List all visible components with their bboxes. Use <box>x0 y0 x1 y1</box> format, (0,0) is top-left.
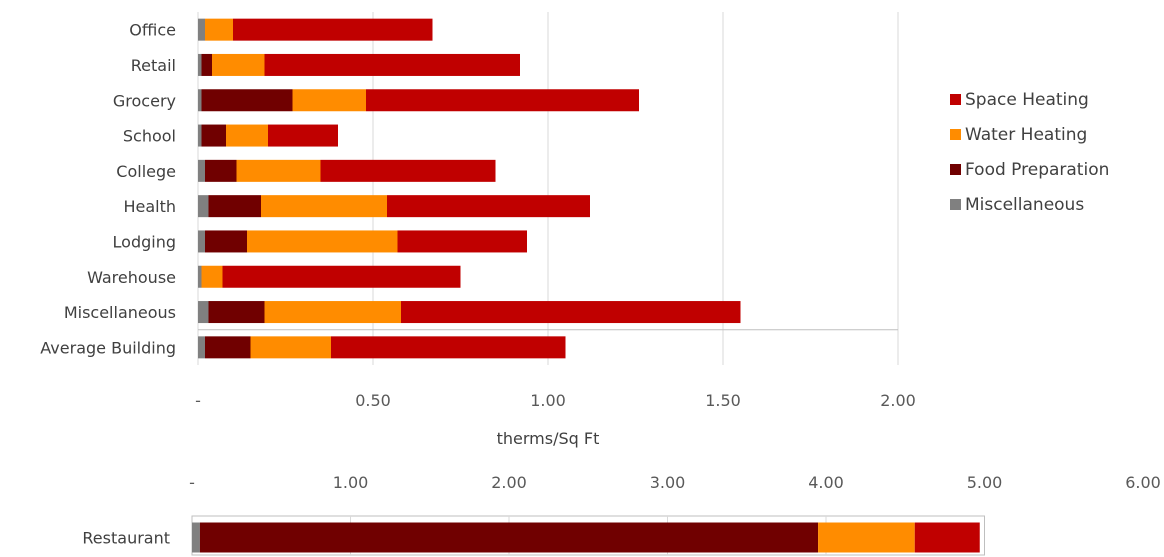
bar-college-space-heating <box>320 159 496 182</box>
bar-miscellaneous-miscellaneous <box>198 301 209 324</box>
category-label-average-building: Average Building <box>40 338 176 357</box>
bar-lodging-miscellaneous <box>198 230 205 253</box>
main-x-tick-labels: - 0.50 1.00 1.50 2.00 <box>195 391 916 410</box>
legend-label-miscellaneous: Miscellaneous <box>965 195 1084 215</box>
x-tick-label: 6.00 <box>1125 473 1161 492</box>
x-tick-label: 4.00 <box>808 473 844 492</box>
category-label-grocery: Grocery <box>113 91 176 110</box>
bar-warehouse-miscellaneous <box>198 265 202 288</box>
restaurant-bars <box>192 522 980 553</box>
category-label-retail: Retail <box>131 56 176 75</box>
bar-college-miscellaneous <box>198 159 205 182</box>
bar-lodging-food-preparation <box>205 230 247 253</box>
main-category-labels: Office Retail Grocery School College Health Lo… <box>40 21 176 358</box>
x-tick-label: 2.00 <box>880 391 916 410</box>
bar-grocery-water-heating <box>292 89 366 112</box>
bar-health-miscellaneous <box>198 195 209 218</box>
main-bars <box>198 18 741 359</box>
category-label-office: Office <box>129 21 176 40</box>
legend: Space Heating Water Heating Food Preparati… <box>950 90 1109 215</box>
bar-warehouse-water-heating <box>201 265 223 288</box>
restaurant-x-tick-labels: - 1.00 2.00 3.00 4.00 5.00 6.00 <box>189 473 1161 492</box>
bar-college-food-preparation <box>205 159 237 182</box>
bar-health-space-heating <box>387 195 590 218</box>
legend-swatch-space-heating <box>950 94 961 105</box>
bar-grocery-space-heating <box>366 89 639 112</box>
category-label-lodging: Lodging <box>113 232 176 251</box>
bar-grocery-miscellaneous <box>198 89 202 112</box>
category-label-miscellaneous: Miscellaneous <box>64 303 176 322</box>
bar-warehouse-space-heating <box>222 265 461 288</box>
bar-health-food-preparation <box>208 195 261 218</box>
x-tick-label: - <box>189 473 195 492</box>
legend-label-food-preparation: Food Preparation <box>965 160 1109 180</box>
bar-average-building-food-preparation <box>205 336 251 359</box>
x-tick-label: 1.00 <box>530 391 566 410</box>
category-label-college: College <box>116 162 176 181</box>
x-tick-label: 5.00 <box>967 473 1003 492</box>
bar-health-water-heating <box>261 195 387 218</box>
x-tick-label: 1.50 <box>705 391 741 410</box>
bar-grocery-food-preparation <box>201 89 293 112</box>
bar-school-food-preparation <box>201 124 226 147</box>
bar-office-miscellaneous <box>198 18 205 41</box>
bar-restaurant-water-heating <box>818 522 915 553</box>
bar-retail-food-preparation <box>201 53 212 76</box>
bar-restaurant-food-preparation <box>199 522 819 553</box>
bar-school-space-heating <box>268 124 338 147</box>
x-tick-label: - <box>195 391 201 410</box>
restaurant-chart: - 1.00 2.00 3.00 4.00 5.00 6.00 Restaurant <box>82 473 1161 556</box>
bar-restaurant-space-heating <box>914 522 980 553</box>
x-axis-title: therms/Sq Ft <box>497 429 600 448</box>
legend-swatch-miscellaneous <box>950 199 961 210</box>
bar-miscellaneous-water-heating <box>264 301 401 324</box>
bar-average-building-miscellaneous <box>198 336 205 359</box>
bar-lodging-water-heating <box>247 230 398 253</box>
category-label-restaurant: Restaurant <box>82 529 170 548</box>
legend-swatch-water-heating <box>950 129 961 140</box>
x-tick-label: 3.00 <box>650 473 686 492</box>
bar-school-water-heating <box>226 124 268 147</box>
legend-label-space-heating: Space Heating <box>965 90 1089 110</box>
bar-retail-water-heating <box>212 53 265 76</box>
bar-retail-space-heating <box>264 53 520 76</box>
main-chart: Office Retail Grocery School College Health Lo… <box>40 12 916 448</box>
legend-swatch-food-preparation <box>950 164 961 175</box>
category-label-warehouse: Warehouse <box>87 268 176 287</box>
x-tick-label: 0.50 <box>355 391 391 410</box>
bar-college-water-heating <box>236 159 321 182</box>
category-label-health: Health <box>123 197 176 216</box>
bar-retail-miscellaneous <box>198 53 202 76</box>
x-tick-label: 1.00 <box>333 473 369 492</box>
legend-label-water-heating: Water Heating <box>965 125 1087 145</box>
restaurant-category-labels: Restaurant <box>82 529 170 548</box>
x-tick-label: 2.00 <box>491 473 527 492</box>
bar-average-building-water-heating <box>250 336 331 359</box>
bar-school-miscellaneous <box>198 124 202 147</box>
bar-miscellaneous-food-preparation <box>208 301 265 324</box>
bar-average-building-space-heating <box>331 336 566 359</box>
bar-miscellaneous-space-heating <box>401 301 741 324</box>
bar-restaurant-miscellaneous <box>192 522 200 553</box>
bar-lodging-space-heating <box>397 230 527 253</box>
bar-office-water-heating <box>205 18 233 41</box>
bar-office-space-heating <box>233 18 433 41</box>
category-label-school: School <box>123 127 176 146</box>
